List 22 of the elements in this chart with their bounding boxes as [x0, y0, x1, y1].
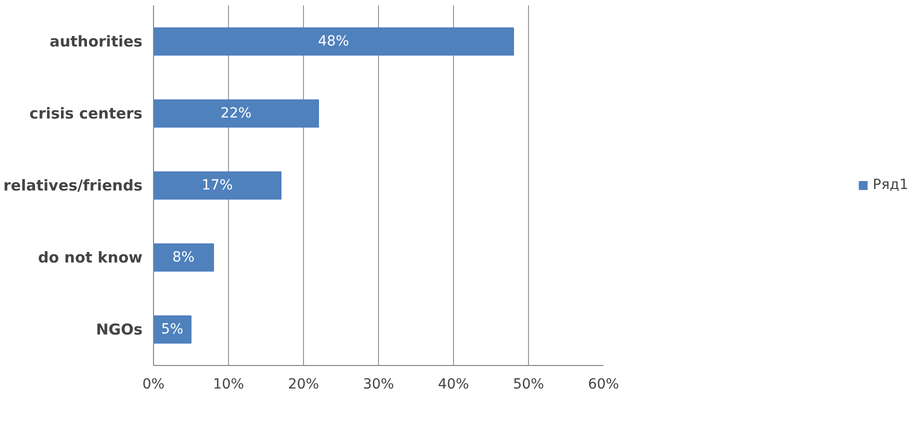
y-tick-label: crisis centers: [29, 104, 143, 122]
x-tick-label: 0%: [142, 376, 165, 392]
data-label: 5%: [161, 322, 184, 338]
data-label: 17%: [202, 178, 233, 194]
y-tick-label: relatives/friends: [3, 176, 143, 194]
x-tick-label: 10%: [212, 376, 244, 392]
bar: [154, 27, 514, 56]
x-tick-label: 50%: [512, 376, 544, 392]
y-tick-label: authorities: [50, 32, 143, 50]
y-tick-label: NGOs: [96, 320, 143, 338]
data-label: 22%: [220, 106, 252, 122]
bar: [154, 171, 282, 200]
data-label: 8%: [172, 250, 195, 266]
x-tick-label: 40%: [438, 376, 470, 392]
bar: [154, 243, 214, 272]
bar: [154, 99, 319, 128]
x-tick-label: 30%: [362, 376, 394, 392]
x-tick-label: 60%: [588, 376, 620, 392]
data-label: 48%: [318, 34, 350, 50]
y-tick-label: do not know: [38, 248, 143, 266]
legend-label: Ряд1: [872, 177, 908, 193]
x-tick-label: 20%: [288, 376, 320, 392]
